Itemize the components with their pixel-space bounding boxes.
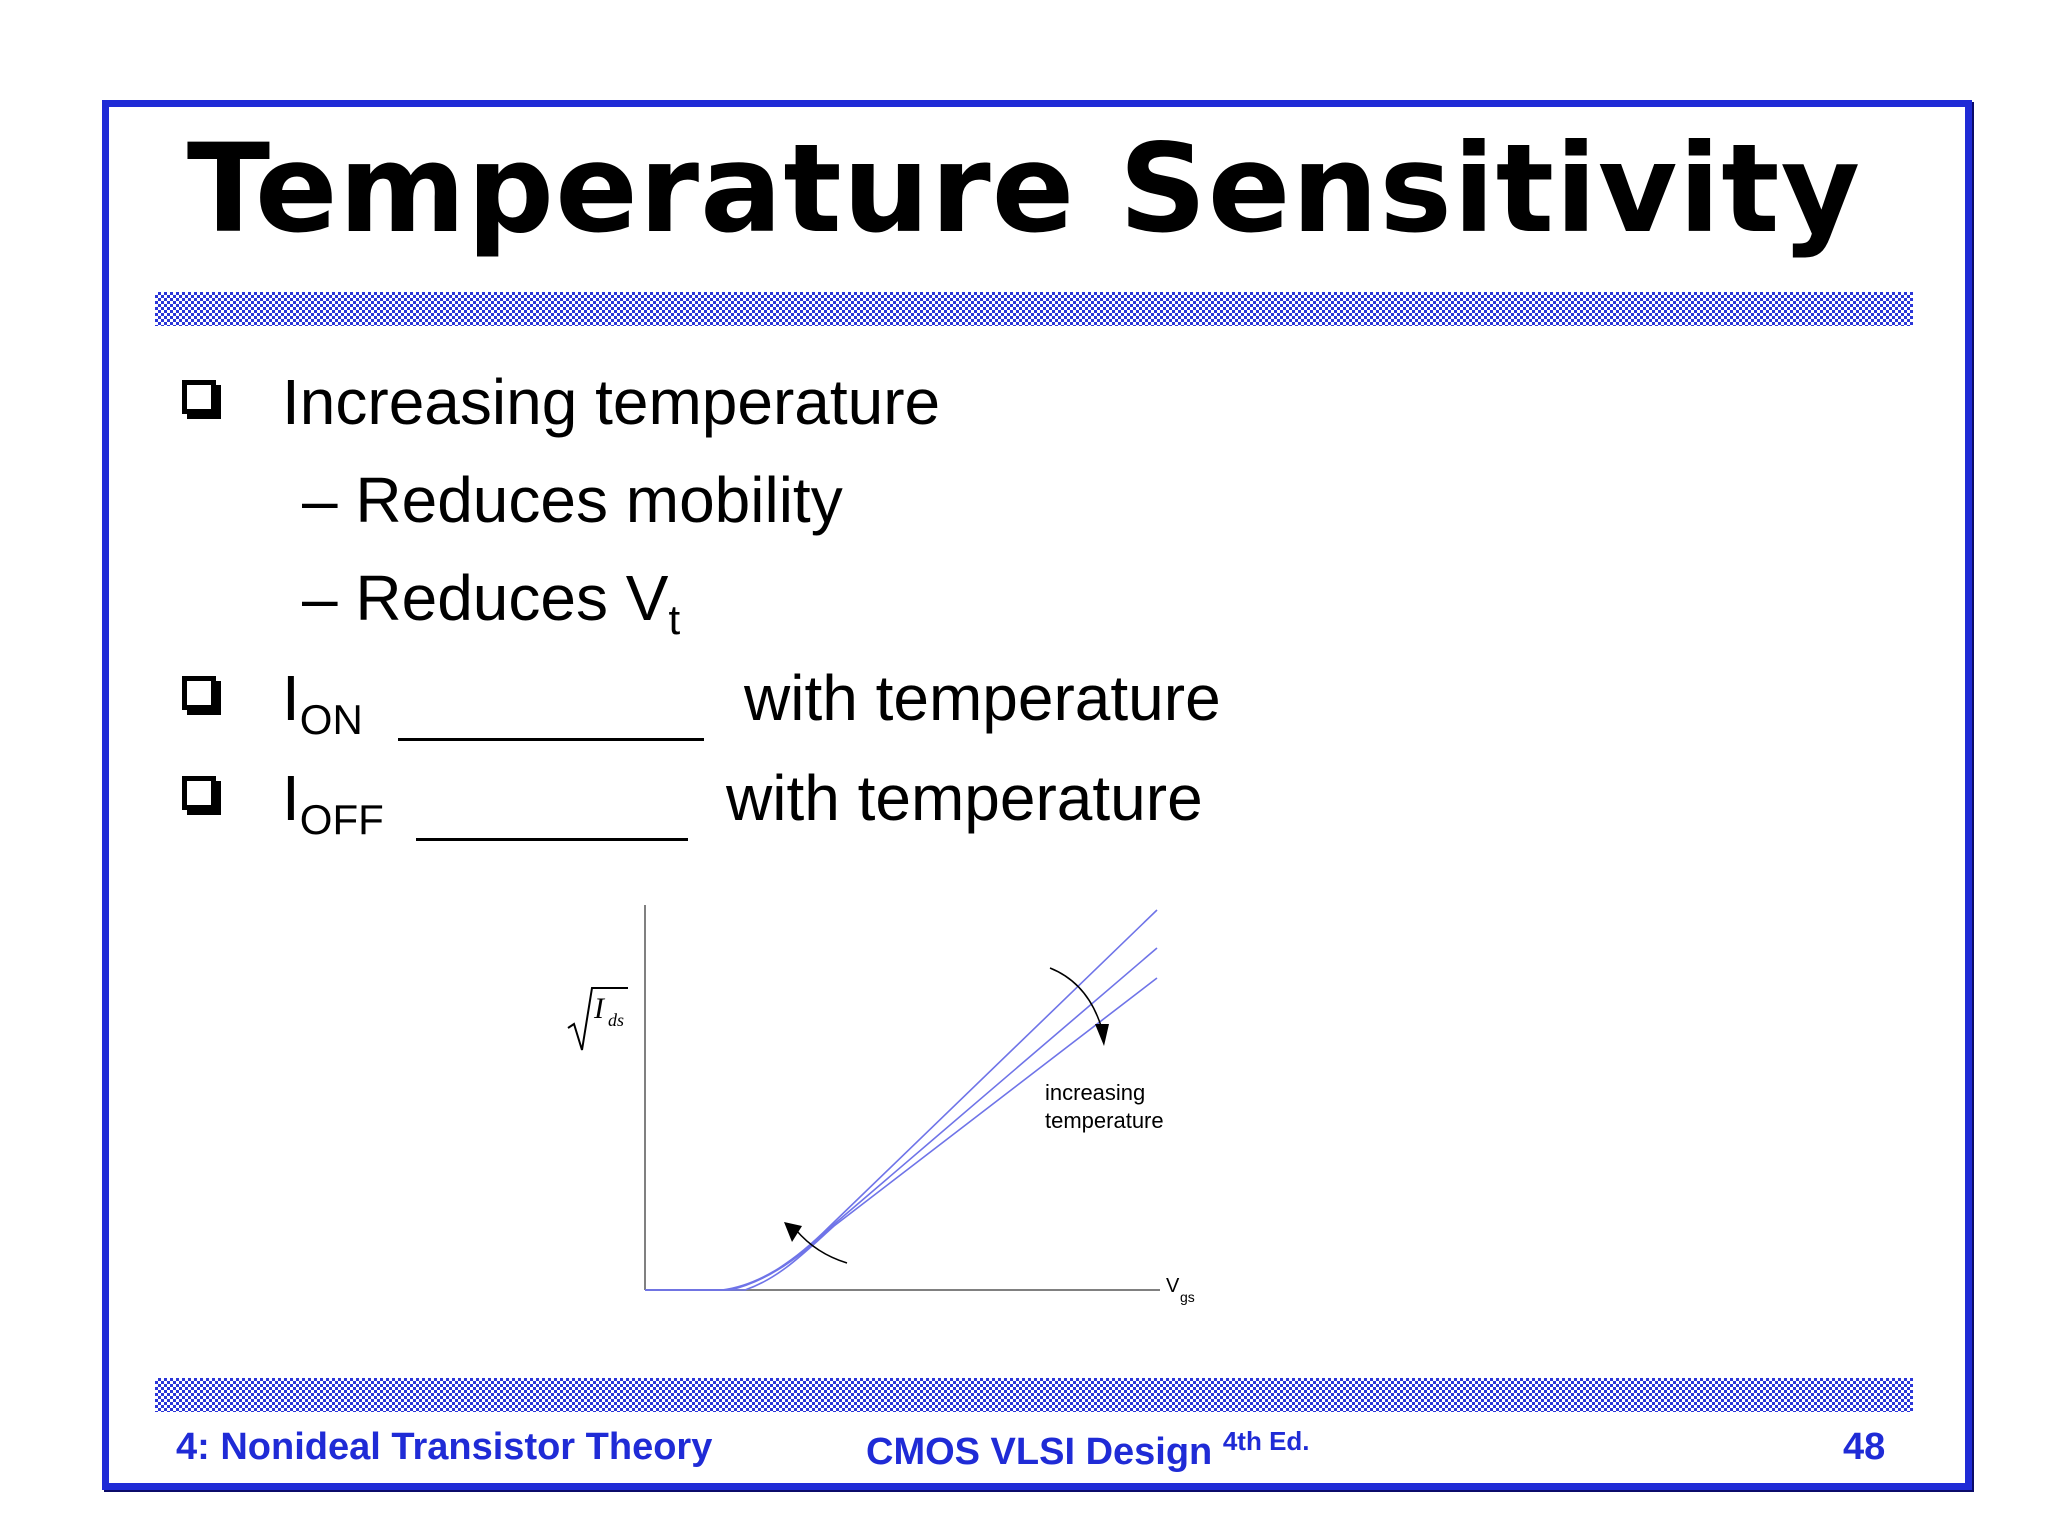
y-axis-label: I ds	[567, 987, 628, 1051]
x-axis-label-sub: gs	[1180, 1289, 1195, 1305]
curve-mid-temperature	[645, 947, 1158, 1291]
footer-book-title-text: CMOS VLSI Design	[866, 1431, 1213, 1473]
sub-bullet-reduces-vt: – Reduces Vt	[302, 566, 680, 641]
bullet-increasing-temperature: Increasing temperature	[282, 366, 941, 438]
y-axis-label-main: I	[593, 992, 606, 1025]
sqrt-symbol-icon	[567, 987, 628, 1051]
checkbox-bullet-icon	[182, 676, 216, 710]
y-axis-label-sub: ds	[608, 1010, 624, 1030]
lower-arrow-icon	[784, 1222, 802, 1242]
sub-bullet-reduces-mobility: – Reduces mobility	[302, 464, 843, 536]
title-divider-bar	[155, 292, 1913, 326]
annotation-line-2: temperature	[1045, 1108, 1164, 1133]
checkbox-bullet-icon	[182, 776, 216, 810]
ion-with-temperature-text: with temperature	[744, 662, 1221, 734]
ioff-symbol: I	[282, 762, 300, 834]
x-axis-label-main: V	[1166, 1275, 1180, 1297]
slide-title: Temperature Sensitivity	[186, 118, 1862, 260]
bullet-ion-label: ION	[282, 666, 363, 741]
footer-page-number: 48	[1843, 1426, 1886, 1468]
vt-subscript: t	[668, 596, 681, 643]
curve-low-temperature	[645, 909, 1158, 1291]
footer-chapter: 4: Nonideal Transistor Theory	[176, 1426, 713, 1468]
ioff-subscript: OFF	[299, 796, 384, 843]
ion-symbol: I	[282, 662, 300, 734]
slide-frame	[102, 100, 1972, 1490]
ioff-with-temperature-text: with temperature	[726, 762, 1203, 834]
ioff-answer-blank	[416, 838, 688, 841]
lower-arc	[795, 1229, 848, 1264]
sub-bullet-reduces-vt-text: – Reduces V	[302, 562, 669, 634]
footer-edition: 4th Ed.	[1222, 1426, 1310, 1456]
upper-arc	[1049, 967, 1102, 1027]
bullet-ioff-label: IOFF	[282, 766, 384, 841]
ion-subscript: ON	[299, 696, 363, 743]
checkbox-bullet-icon	[182, 380, 216, 414]
footer-divider-bar	[155, 1378, 1913, 1412]
curve-high-temperature	[645, 977, 1158, 1291]
annotation-line-1: increasing	[1045, 1080, 1145, 1105]
upper-arrow-icon	[1095, 1024, 1109, 1046]
ion-answer-blank	[398, 738, 704, 741]
temperature-sqrt-ids-figure: I ds V gs increasing temperature	[540, 880, 1240, 1340]
footer-book-title: CMOS VLSI Design 4th Ed.	[866, 1428, 1310, 1471]
figure-svg: I ds V gs increasing temperature	[567, 905, 1195, 1305]
